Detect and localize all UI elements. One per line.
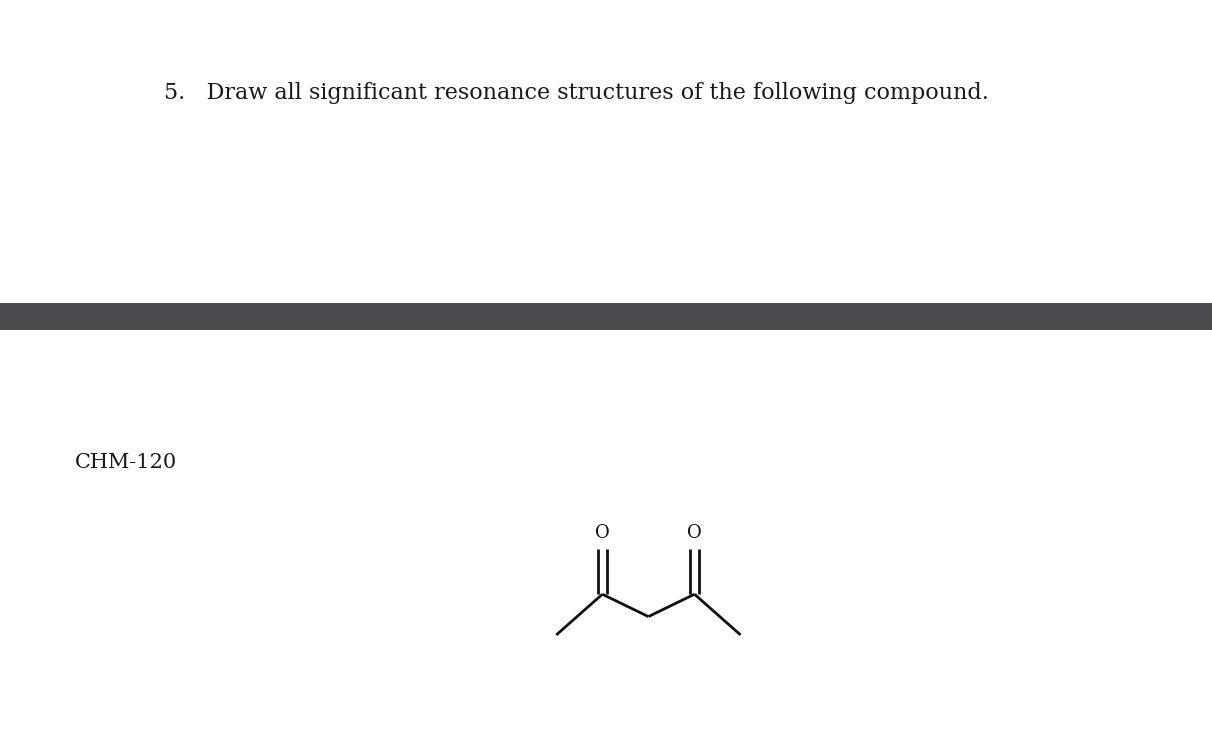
Text: CHM-120: CHM-120 — [75, 453, 177, 472]
Text: 5.   Draw all significant resonance structures of the following compound.: 5. Draw all significant resonance struct… — [164, 81, 989, 104]
Text: O: O — [687, 524, 702, 542]
Bar — [0, 303, 1212, 330]
Text: O: O — [595, 524, 610, 542]
